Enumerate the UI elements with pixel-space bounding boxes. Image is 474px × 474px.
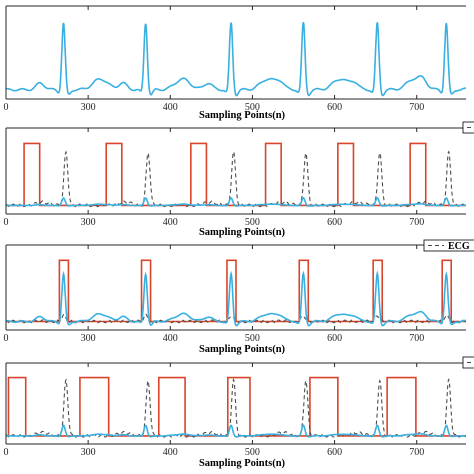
- x-tick-label: 400: [163, 333, 178, 344]
- x-tick-label: 600: [327, 333, 342, 344]
- x-tick-label: 300: [81, 102, 96, 113]
- x-axis-title: Sampling Points(n): [199, 344, 286, 355]
- series-feature-dashed-line: [6, 377, 466, 438]
- series-ecg-line: [6, 196, 466, 207]
- plot-area: [6, 259, 466, 327]
- x-tick-label: 600: [327, 102, 342, 113]
- chart-panel-2: 0 300 400 500 600 700 Sampling Points(n): [4, 121, 474, 238]
- plot-area: [6, 376, 466, 438]
- x-tick-label: 500: [245, 102, 260, 113]
- series-ecg-line: [6, 22, 466, 97]
- legend-box: [423, 239, 474, 252]
- x-tick-label: 400: [163, 217, 178, 228]
- x-tick-label: 0: [4, 333, 9, 344]
- x-tick-label: 600: [327, 217, 342, 228]
- x-tick-label: 300: [81, 217, 96, 228]
- x-tick-label: 400: [163, 102, 178, 113]
- legend: [462, 356, 474, 369]
- x-tick-label: 500: [245, 333, 260, 344]
- x-tick-label: 600: [327, 447, 342, 458]
- plot-area: [6, 22, 466, 97]
- x-tick-label: 500: [245, 217, 260, 228]
- x-tick-label: 0: [4, 102, 9, 113]
- x-tick-label: 300: [81, 333, 96, 344]
- x-tick-label: 700: [409, 333, 424, 344]
- x-tick-label: 300: [81, 447, 96, 458]
- x-axis-title: Sampling Points(n): [199, 110, 286, 121]
- legend-entry-label: ECG: [448, 241, 470, 252]
- x-tick-label: 700: [409, 102, 424, 113]
- series-feature-dashed-line: [6, 150, 466, 208]
- x-tick-label: 700: [409, 447, 424, 458]
- x-tick-label: 400: [163, 447, 178, 458]
- x-tick-label: 0: [4, 447, 9, 458]
- series-ecg-line: [6, 424, 466, 438]
- chart-panel-1: 0 300 400 500 600 700 Sampling Points(n): [4, 5, 466, 121]
- series-window-line: [6, 259, 466, 323]
- series-ecg-line: [6, 270, 466, 327]
- x-axis-title: Sampling Points(n): [199, 458, 286, 469]
- legend: [462, 121, 474, 134]
- x-tick-label: 700: [409, 217, 424, 228]
- x-tick-label: 500: [245, 447, 260, 458]
- chart-panel-3: 0 300 400 500 600 700 Sampling Points(n) ECG: [4, 239, 474, 355]
- x-tick-label: 0: [4, 217, 9, 228]
- chart-panel-4: 0 300 400 500 600 700 Sampling Points(n): [4, 356, 474, 469]
- plot-area: [6, 142, 466, 208]
- x-axis-title: Sampling Points(n): [199, 227, 286, 238]
- legend: ECG: [423, 239, 474, 252]
